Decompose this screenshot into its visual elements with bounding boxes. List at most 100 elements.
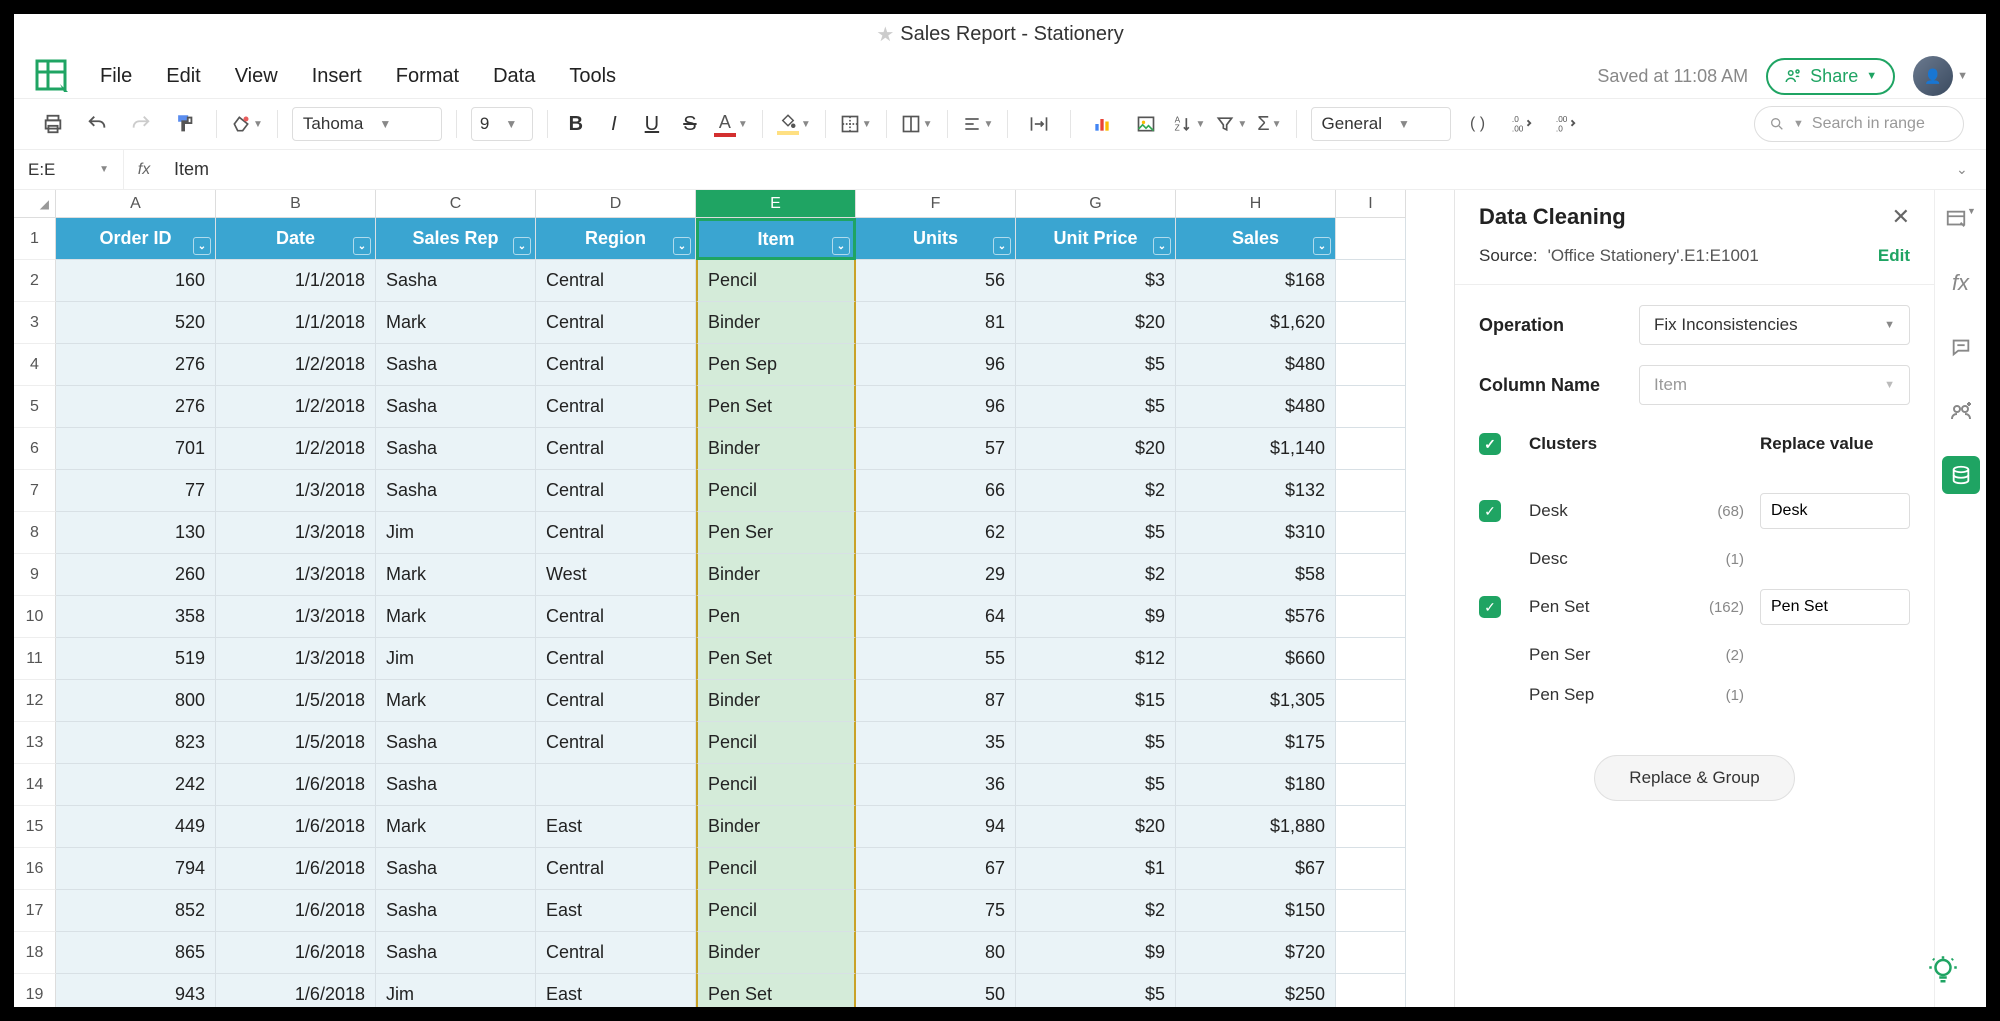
data-cell[interactable]: 1/5/2018	[216, 722, 376, 764]
data-cell[interactable]	[1336, 470, 1406, 512]
number-format-select[interactable]: General▼	[1311, 107, 1451, 141]
sum-icon[interactable]: Σ▼	[1257, 113, 1281, 136]
col-header-E[interactable]: E	[696, 190, 856, 218]
data-cell[interactable]: 358	[56, 596, 216, 638]
data-cell[interactable]: 50	[856, 974, 1016, 1007]
row-header[interactable]: 9	[14, 554, 56, 596]
data-cell[interactable]: $5	[1016, 764, 1176, 806]
rail-fx-icon[interactable]: fx	[1942, 264, 1980, 302]
data-cell[interactable]: Pencil	[696, 848, 856, 890]
data-cell[interactable]: $1,305	[1176, 680, 1336, 722]
data-cell[interactable]	[1336, 722, 1406, 764]
user-menu[interactable]: 👤 ▼	[1913, 56, 1968, 96]
col-header-D[interactable]: D	[536, 190, 696, 218]
data-cell[interactable]: $15	[1016, 680, 1176, 722]
data-cell[interactable]: 242	[56, 764, 216, 806]
data-cell[interactable]: 1/3/2018	[216, 554, 376, 596]
data-cell[interactable]: Central	[536, 680, 696, 722]
data-cell[interactable]: 57	[856, 428, 1016, 470]
data-cell[interactable]: Mark	[376, 806, 536, 848]
data-cell[interactable]: Central	[536, 596, 696, 638]
data-cell[interactable]	[1336, 848, 1406, 890]
data-cell[interactable]: $150	[1176, 890, 1336, 932]
data-cell[interactable]: Mark	[376, 302, 536, 344]
row-header[interactable]: 5	[14, 386, 56, 428]
data-cell[interactable]: Sasha	[376, 932, 536, 974]
merge-button[interactable]: ▼	[901, 114, 933, 134]
data-cell[interactable]: Sasha	[376, 428, 536, 470]
data-cell[interactable]: $180	[1176, 764, 1336, 806]
data-cell[interactable]: 1/2/2018	[216, 428, 376, 470]
data-cell[interactable]: 1/1/2018	[216, 302, 376, 344]
data-cell[interactable]: Jim	[376, 512, 536, 554]
data-cell[interactable]: $168	[1176, 260, 1336, 302]
data-cell[interactable]	[1336, 596, 1406, 638]
data-cell[interactable]: Pencil	[696, 470, 856, 512]
fx-icon[interactable]: fx	[124, 161, 164, 179]
col-header-H[interactable]: H	[1176, 190, 1336, 218]
data-cell[interactable]: Pencil	[696, 260, 856, 302]
data-cell[interactable]: $20	[1016, 428, 1176, 470]
row-header[interactable]: 8	[14, 512, 56, 554]
data-cell[interactable]: 1/3/2018	[216, 596, 376, 638]
data-cell[interactable]: 701	[56, 428, 216, 470]
data-cell[interactable]: Central	[536, 344, 696, 386]
column-label-cell[interactable]: Sales Rep⌄	[376, 218, 536, 260]
data-cell[interactable]: Sasha	[376, 722, 536, 764]
align-button[interactable]: ▼	[962, 114, 994, 134]
data-cell[interactable]: $67	[1176, 848, 1336, 890]
data-cell[interactable]: Sasha	[376, 848, 536, 890]
data-cell[interactable]: Pencil	[696, 890, 856, 932]
data-cell[interactable]: 1/5/2018	[216, 680, 376, 722]
data-cell[interactable]: Mark	[376, 596, 536, 638]
data-cell[interactable]: Pen Set	[696, 974, 856, 1007]
fill-color-button[interactable]: ▼	[777, 113, 811, 135]
data-cell[interactable]: 1/3/2018	[216, 638, 376, 680]
data-cell[interactable]	[1336, 344, 1406, 386]
data-cell[interactable]: 794	[56, 848, 216, 890]
data-cell[interactable]: 1/1/2018	[216, 260, 376, 302]
data-cell[interactable]	[536, 764, 696, 806]
data-cell[interactable]: $2	[1016, 470, 1176, 512]
data-cell[interactable]: Sasha	[376, 890, 536, 932]
column-select[interactable]: Item▼	[1639, 365, 1910, 405]
data-cell[interactable]	[1336, 932, 1406, 974]
data-cell[interactable]: Mark	[376, 680, 536, 722]
data-cell[interactable]: East	[536, 890, 696, 932]
data-cell[interactable]: $5	[1016, 974, 1176, 1007]
data-cell[interactable]: East	[536, 974, 696, 1007]
data-cell[interactable]: 130	[56, 512, 216, 554]
data-cell[interactable]: $9	[1016, 932, 1176, 974]
row-header[interactable]: 7	[14, 470, 56, 512]
data-cell[interactable]: 852	[56, 890, 216, 932]
data-cell[interactable]: $1,880	[1176, 806, 1336, 848]
data-cell[interactable]: $3	[1016, 260, 1176, 302]
data-cell[interactable]: 81	[856, 302, 1016, 344]
share-button[interactable]: Share ▼	[1766, 58, 1895, 95]
image-icon[interactable]	[1129, 107, 1163, 141]
clear-format-icon[interactable]: ▼	[231, 114, 263, 134]
filter-chevron-icon[interactable]: ⌄	[1153, 237, 1171, 255]
data-cell[interactable]: $480	[1176, 386, 1336, 428]
data-cell[interactable]: 36	[856, 764, 1016, 806]
data-cell[interactable]: Sasha	[376, 470, 536, 512]
data-cell[interactable]: $1	[1016, 848, 1176, 890]
column-label-cell[interactable]: Region⌄	[536, 218, 696, 260]
data-cell[interactable]: 520	[56, 302, 216, 344]
filter-icon[interactable]: ▼	[1215, 114, 1247, 134]
column-label-cell[interactable]: Item⌄	[696, 218, 856, 260]
data-cell[interactable]	[1336, 554, 1406, 596]
data-cell[interactable]: $660	[1176, 638, 1336, 680]
data-cell[interactable]: 75	[856, 890, 1016, 932]
star-icon[interactable]: ★	[876, 22, 894, 47]
row-header[interactable]: 11	[14, 638, 56, 680]
data-cell[interactable]: Pen Set	[696, 386, 856, 428]
data-cell[interactable]: $5	[1016, 386, 1176, 428]
row-header[interactable]: 19	[14, 974, 56, 1007]
data-cell[interactable]: Central	[536, 386, 696, 428]
filter-chevron-icon[interactable]: ⌄	[993, 237, 1011, 255]
column-label-cell[interactable]: Unit Price⌄	[1016, 218, 1176, 260]
menu-view[interactable]: View	[235, 65, 278, 88]
data-cell[interactable]: 1/6/2018	[216, 932, 376, 974]
data-cell[interactable]: Jim	[376, 974, 536, 1007]
